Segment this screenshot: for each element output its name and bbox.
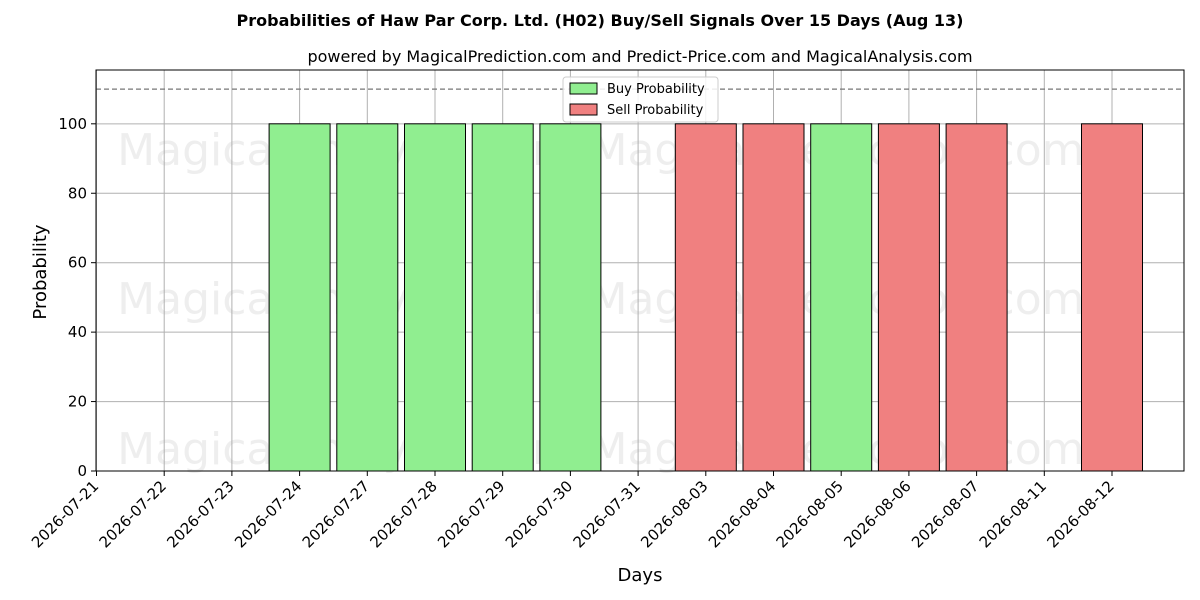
x-tick-label: 2026-07-28	[366, 477, 440, 551]
buy-bar	[471, 123, 534, 472]
y-tick-label: 60	[68, 254, 87, 272]
buy-bar	[810, 123, 873, 472]
sell-bar	[742, 123, 805, 472]
x-tick-label: 2026-07-30	[502, 477, 576, 551]
x-tick-label: 2026-07-31	[570, 477, 644, 551]
buy-bar	[336, 123, 399, 472]
y-axis-ticks: 0 20 40 60 80 100	[58, 115, 96, 480]
x-tick-label: 2026-08-07	[908, 477, 982, 551]
buy-bar	[539, 123, 602, 472]
y-tick-label: 80	[68, 184, 87, 202]
sell-bar	[877, 123, 940, 472]
x-tick-label: 2026-07-24	[231, 477, 305, 551]
x-axis-label: Days	[618, 565, 663, 586]
chart-subtitle: powered by MagicalPrediction.com and Pre…	[307, 47, 972, 66]
legend-label-buy: Buy Probability	[607, 82, 705, 97]
legend-label-sell: Sell Probability	[607, 103, 704, 118]
legend-swatch-buy	[569, 82, 598, 95]
x-tick-label: 2026-07-27	[299, 477, 373, 551]
x-tick-label: 2026-07-29	[434, 477, 508, 551]
x-tick-label: 2026-08-06	[840, 477, 914, 551]
x-tick-label: 2026-08-04	[705, 477, 779, 551]
legend: Buy Probability Sell Probability	[562, 76, 719, 123]
x-tick-label: 2026-08-03	[637, 477, 711, 551]
legend-swatch-sell	[569, 103, 598, 116]
x-tick-label: 2026-07-22	[96, 477, 170, 551]
sell-bar	[1081, 123, 1143, 472]
y-tick-label: 0	[77, 462, 87, 480]
sell-bar	[945, 123, 1008, 472]
buy-bar	[268, 123, 331, 472]
x-tick-label: 2026-08-11	[976, 477, 1050, 551]
x-tick-label: 2026-08-05	[773, 477, 847, 551]
plot-frame	[95, 69, 1185, 472]
bars	[268, 123, 1143, 472]
chart-title: Probabilities of Haw Par Corp. Ltd. (H02…	[237, 11, 964, 30]
y-tick-label: 100	[58, 115, 87, 133]
x-axis-ticks: 2026-07-212026-07-222026-07-232026-07-24…	[28, 471, 1118, 551]
y-tick-label: 20	[68, 393, 87, 411]
legend-box	[562, 76, 719, 123]
buy-bar	[404, 123, 466, 472]
x-tick-label: 2026-07-21	[28, 477, 102, 551]
x-tick-label: 2026-08-12	[1043, 477, 1117, 551]
y-axis-label: Probability	[30, 224, 51, 319]
sell-bar	[674, 123, 737, 472]
y-tick-label: 40	[68, 323, 87, 341]
x-tick-label: 2026-07-23	[163, 477, 237, 551]
